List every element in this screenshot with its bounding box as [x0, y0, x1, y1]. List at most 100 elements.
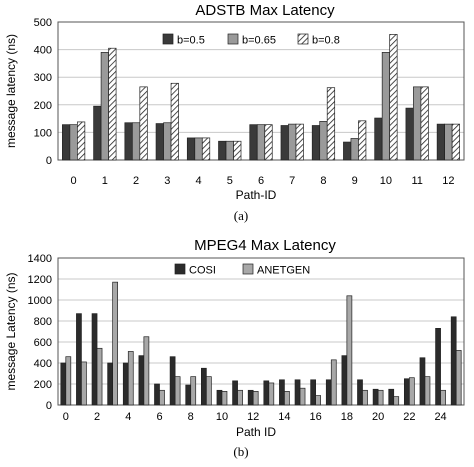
x-tick-label: 18 [341, 411, 353, 423]
bar-b-0-5 [249, 124, 258, 161]
bar-anetgen [393, 396, 400, 406]
legend-swatch [242, 263, 254, 275]
x-tick-label: 11 [411, 175, 422, 187]
x-tick-label: 2 [94, 411, 100, 423]
x-tick-label: 7 [289, 175, 295, 187]
bar-cosi [341, 355, 348, 406]
x-tick-label: 8 [188, 411, 194, 423]
bar-b-0-8 [389, 34, 398, 161]
bar-b-0-8 [451, 123, 460, 161]
bar-anetgen [127, 351, 134, 406]
bar-b-0-8 [170, 82, 179, 161]
bar-b-0-5 [62, 124, 71, 161]
bar-b-0-65 [163, 122, 172, 161]
bar-anetgen [299, 387, 306, 406]
bar-b-0-8 [326, 87, 336, 161]
bar-b-0-65 [288, 123, 297, 161]
x-tick-label: 6 [258, 175, 264, 187]
bar-cosi [310, 379, 317, 406]
y-axis-label: message Latency (ns) [4, 272, 18, 390]
bar-cosi [435, 328, 441, 406]
bar-cosi [107, 362, 114, 406]
y-axis-label: message latency (ns) [4, 34, 18, 148]
y-tick-label: 100 [34, 127, 52, 139]
bar-cosi [216, 389, 223, 406]
y-tick-label: 800 [34, 316, 52, 328]
bar-b-0-8 [233, 140, 242, 161]
x-tick-label: 10 [380, 175, 392, 187]
bar-anetgen [455, 350, 462, 406]
y-tick-label: 0 [46, 400, 52, 412]
bar-anetgen [221, 391, 228, 406]
y-tick-label: 200 [34, 100, 52, 112]
bar-cosi [76, 313, 82, 406]
bar-b-0-65 [350, 138, 359, 161]
bar-cosi [357, 379, 363, 406]
bar-b-0-5 [436, 123, 445, 161]
bar-b-0-65 [131, 122, 141, 161]
x-tick-label: 1 [102, 175, 108, 187]
x-tick-label: 22 [403, 411, 415, 423]
bar-cosi [60, 362, 67, 406]
bar-b-0-5 [311, 125, 321, 161]
bar-anetgen [112, 281, 119, 406]
bar-b-0-65 [413, 86, 422, 161]
legend-swatch [174, 263, 186, 275]
bar-b-0-8 [108, 47, 117, 161]
bar-cosi [294, 379, 301, 406]
bar-cosi [91, 313, 98, 406]
x-tick-label: 4 [125, 411, 131, 423]
y-tick-label: 1200 [28, 274, 52, 286]
figure-caption: (b) [233, 444, 248, 459]
x-tick-label: 12 [247, 411, 259, 423]
y-tick-label: 500 [34, 17, 52, 29]
x-tick-label: 10 [216, 411, 228, 423]
bar-b-0-5 [405, 107, 414, 161]
bar-b-0-5 [155, 123, 164, 161]
bar-anetgen [377, 389, 384, 406]
bar-anetgen [65, 356, 72, 406]
bar-b-0-8 [295, 123, 304, 161]
bar-anetgen [96, 347, 103, 406]
bar-anetgen [424, 376, 431, 406]
x-tick-label: 20 [372, 411, 384, 423]
bar-anetgen [174, 376, 181, 406]
bar-anetgen [159, 389, 165, 406]
legend-label: b=0.65 [242, 35, 276, 47]
bar-anetgen [205, 376, 212, 406]
legend-label: COSI [189, 265, 216, 277]
bar-anetgen [315, 395, 322, 406]
bar-anetgen [190, 376, 197, 406]
bar-cosi [388, 388, 395, 406]
legend-label: b=0.8 [312, 35, 340, 47]
bar-cosi [372, 388, 379, 406]
bar-anetgen [252, 391, 259, 406]
x-tick-label: 9 [352, 175, 358, 187]
bar-cosi [263, 380, 270, 406]
y-tick-label: 300 [34, 72, 52, 84]
bar-cosi [247, 389, 254, 406]
legend-swatch [162, 33, 174, 45]
x-tick-label: 3 [164, 175, 170, 187]
x-tick-label: 12 [442, 175, 454, 187]
x-tick-label: 2 [133, 175, 139, 187]
bar-cosi [138, 355, 145, 406]
legend-label: ANETGEN [257, 265, 310, 277]
y-tick-label: 400 [34, 45, 52, 57]
legend-swatch [297, 33, 309, 45]
bar-b-0-65 [256, 124, 266, 161]
bar-b-0-8 [358, 120, 367, 161]
bar-anetgen [143, 336, 150, 406]
bar-cosi [403, 378, 410, 406]
bar-b-0-8 [264, 124, 273, 161]
bar-cosi [185, 384, 192, 406]
y-tick-label: 0 [46, 155, 52, 167]
bar-anetgen [440, 389, 446, 406]
y-tick-label: 1400 [28, 253, 52, 265]
bar-b-0-5 [218, 140, 227, 161]
bar-cosi [450, 316, 457, 406]
x-tick-label: 6 [156, 411, 162, 423]
x-tick-label: 16 [310, 411, 322, 423]
bar-b-0-5 [374, 117, 383, 161]
